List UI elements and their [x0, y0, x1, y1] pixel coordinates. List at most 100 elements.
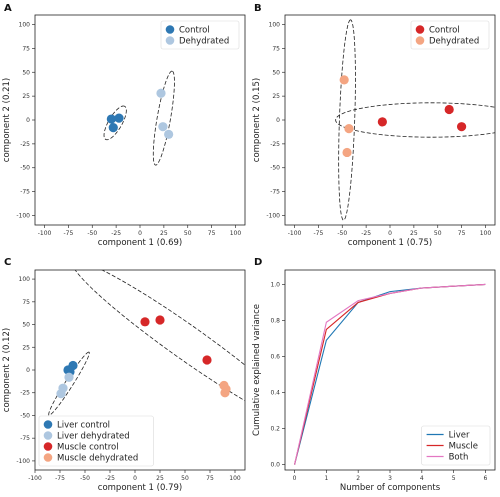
x-tick-label: -25 [361, 230, 371, 237]
legend-box [160, 20, 240, 50]
x-tick-label: 75 [206, 475, 214, 482]
legend-marker [43, 420, 53, 429]
y-tick-label: -25 [20, 390, 30, 397]
legend-entry: Dehydrated [179, 37, 229, 47]
y-tick-label: 25 [22, 344, 30, 351]
x-tick-label: -75 [314, 230, 324, 237]
legend-entry: Muscle dehydrated [57, 454, 138, 464]
y-tick-label: -75 [270, 189, 280, 196]
y-tick-label: 25 [272, 93, 280, 100]
y-tick-label: 75 [22, 299, 30, 306]
data-point [114, 113, 124, 123]
data-point [56, 389, 66, 399]
y-tick-label: 0.4 [270, 390, 280, 397]
y-axis-label: component 2 (0.21) [2, 78, 12, 162]
x-tick-label: -75 [64, 230, 74, 237]
y-tick-label: 0.8 [270, 317, 280, 324]
x-tick-label: 0 [388, 230, 392, 237]
legend-entry: Muscle [449, 442, 478, 452]
plot-area [48, 270, 245, 416]
x-tick-label: -50 [80, 475, 90, 482]
x-tick-label: 1 [324, 475, 328, 482]
confidence-ellipse [103, 105, 127, 141]
y-tick-label: 25 [22, 93, 30, 100]
plot-area [294, 283, 486, 465]
legend-marker [43, 453, 53, 462]
legend-marker [165, 25, 175, 34]
y-tick-label: -25 [270, 141, 280, 148]
data-point [202, 355, 212, 365]
x-tick-label: 6 [484, 475, 488, 482]
x-tick-label: 50 [181, 475, 189, 482]
legend-marker [43, 442, 53, 451]
data-point [140, 317, 150, 327]
panel-label: B [254, 3, 262, 14]
data-point [155, 315, 165, 325]
plot-area [335, 19, 495, 221]
data-point [344, 123, 354, 134]
x-tick-label: 0 [293, 475, 297, 482]
data-point [156, 88, 166, 98]
y-tick-label: 75 [22, 45, 30, 52]
panel-A: A -100 -75 -50 -25 0 25 50 75 100 -100 -75 -50 -25 0 25… [2, 3, 246, 248]
x-tick-label: -100 [38, 230, 52, 237]
confidence-ellipse [338, 19, 356, 221]
y-axis-label: component 2 (0.15) [252, 78, 262, 162]
data-point [342, 147, 352, 158]
y-tick-label: 0 [276, 117, 280, 124]
data-point [377, 117, 387, 127]
y-tick-label: -25 [20, 141, 30, 148]
panel-label: C [4, 257, 11, 268]
legend-box [421, 425, 491, 466]
legend-box [38, 415, 154, 467]
legend-entry: Dehydrated [429, 37, 479, 47]
x-tick-label: -25 [111, 230, 121, 237]
x-tick-label: 75 [458, 230, 466, 237]
x-tick-label: 25 [160, 230, 168, 237]
y-tick-label: -50 [20, 165, 30, 172]
panel-B: B -100 -75 -50 -25 0 25 50 75 100 -100 -75 -50 -25 0 25… [252, 3, 496, 248]
x-tick-label: 5 [452, 475, 456, 482]
y-axis-label: Cumulative explained variance [252, 304, 262, 436]
y-tick-label: 1.0 [270, 281, 280, 288]
panel-label: D [254, 257, 262, 268]
x-tick-label: 100 [229, 475, 241, 482]
x-tick-label: -50 [337, 230, 347, 237]
axes-frame [284, 269, 496, 471]
y-tick-label: 0.6 [270, 353, 280, 360]
x-axis-label: Number of components [340, 483, 441, 493]
y-tick-label: -50 [20, 412, 30, 419]
data-point [444, 104, 454, 115]
x-tick-label: 25 [156, 475, 164, 482]
y-tick-label: -100 [16, 458, 30, 465]
y-tick-label: 50 [22, 69, 30, 76]
y-tick-label: 100 [19, 22, 31, 29]
data-point [63, 365, 73, 375]
x-tick-label: 50 [434, 230, 442, 237]
y-tick-label: 50 [22, 322, 30, 329]
legend-entry: Liver control [57, 421, 110, 431]
x-tick-label: 0 [138, 230, 142, 237]
data-point [106, 114, 116, 124]
y-tick-label: -100 [266, 212, 280, 219]
panel-C: C -100 -75 -50 -25 0 25 50 75 100 -100 -75 -50 -25 0 25… [2, 257, 246, 493]
x-tick-label: -75 [55, 475, 65, 482]
y-axis-label: component 2 (0.12) [2, 328, 12, 412]
data-point [339, 75, 349, 85]
data-point [158, 122, 168, 132]
axes-frame [34, 14, 246, 226]
y-tick-label: 0.0 [270, 462, 280, 469]
x-tick-label: 2 [356, 475, 360, 482]
x-tick-label: 25 [410, 230, 418, 237]
legend-entry: Both [449, 453, 469, 463]
data-point [220, 388, 230, 398]
y-tick-label: -100 [16, 212, 30, 219]
confidence-ellipse [152, 70, 175, 166]
panel-D: D 0 1 2 3 4 5 6 0.0 0.2 0.4 0.6 0.8 1.0 Number of comp… [252, 257, 496, 493]
confidence-ellipse [48, 351, 90, 416]
